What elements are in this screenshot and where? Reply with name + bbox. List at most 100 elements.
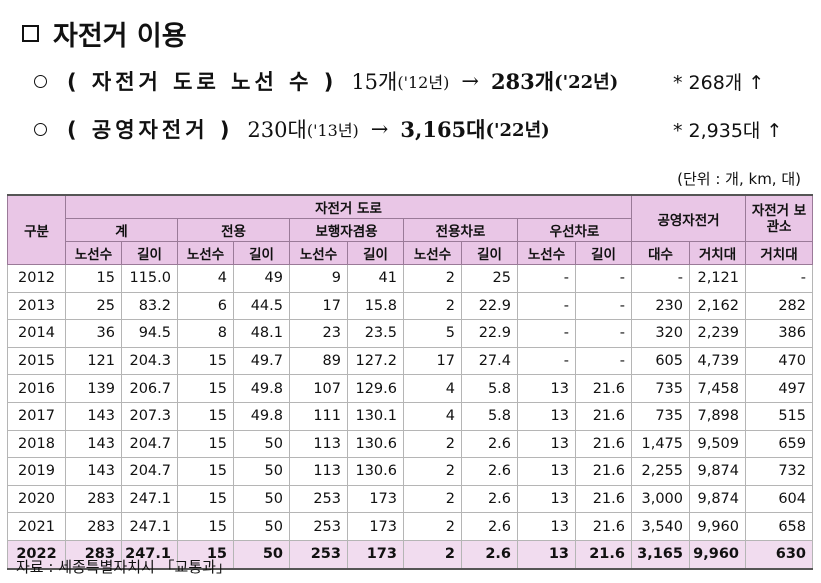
header-group-lane: 전용차로 xyxy=(403,218,518,242)
table-cell: 470 xyxy=(745,346,814,376)
table-cell: 3,165 xyxy=(631,539,690,570)
header-count: 노선수 xyxy=(289,241,348,265)
table-cell: 129.6 xyxy=(347,374,404,403)
table-cell: 17 xyxy=(289,291,348,321)
row-year: 2014 xyxy=(7,319,66,348)
table-cell: 247.1 xyxy=(121,539,178,570)
header-length: 길이 xyxy=(121,241,178,265)
table-cell: 2 xyxy=(403,539,462,570)
header-count: 노선수 xyxy=(517,241,576,265)
table-cell: 2,239 xyxy=(688,319,747,348)
row-year: 2018 xyxy=(7,429,66,459)
table-cell: 113 xyxy=(289,457,348,486)
bullet-note: * 268개 ↑ xyxy=(673,72,765,94)
table-cell: 2.6 xyxy=(461,457,518,486)
table-cell: 15.8 xyxy=(347,291,404,321)
header-length: 길이 xyxy=(233,241,290,265)
row-year: 2020 xyxy=(7,484,66,514)
table-cell: 83.2 xyxy=(121,291,178,321)
header-length: 길이 xyxy=(461,241,518,265)
table-cell: 173 xyxy=(347,539,404,570)
table-cell: 36 xyxy=(65,319,122,348)
arrow-icon: → xyxy=(461,69,479,93)
table-row: 2013 25 83.2 6 44.5 17 15.8 2 22.9- -230 2,162 282 xyxy=(7,291,814,321)
table-cell: 2 xyxy=(403,291,462,321)
header-racks: 거치대 xyxy=(688,241,747,265)
table-row: 2019 143 204.7 15 50 113 130.6 2 2.6 13 21.6 2,255 9… xyxy=(7,457,814,486)
table-cell: 2.6 xyxy=(461,539,518,570)
header-group-priority: 우선차로 xyxy=(517,218,632,242)
table-cell: 13 xyxy=(517,457,576,486)
table-cell: - xyxy=(517,346,576,376)
table-cell: 15 xyxy=(177,512,234,541)
table-cell: 27.4 xyxy=(461,346,518,376)
table-row: 2018 143 204.7 15 50 113 130.6 2 2.6 13 21.6 1,475 9… xyxy=(7,429,814,459)
table-cell: 21.6 xyxy=(575,429,632,459)
table-cell: 113 xyxy=(289,429,348,459)
to-value: 3,165대 xyxy=(400,117,486,142)
table-cell: 115.0 xyxy=(121,264,178,293)
table-cell: 9,874 xyxy=(688,457,747,486)
table-cell: - xyxy=(575,346,632,376)
table-cell: 5.8 xyxy=(461,401,518,431)
header-group-total: 계 xyxy=(65,218,178,242)
table-cell: 50 xyxy=(233,484,290,514)
table-cell: 107 xyxy=(289,374,348,403)
table-cell: 130.1 xyxy=(347,401,404,431)
table-cell: 2 xyxy=(403,484,462,514)
title-text: 자전거 이용 xyxy=(53,21,187,52)
table-cell: 5.8 xyxy=(461,374,518,403)
table-cell: 3,540 xyxy=(631,512,690,541)
table-cell: 41 xyxy=(347,264,404,293)
table-cell: 230 xyxy=(631,291,690,321)
table-cell: 659 xyxy=(745,429,814,459)
row-year: 2016 xyxy=(7,374,66,403)
table-cell: 206.7 xyxy=(121,374,178,403)
table-cell: 515 xyxy=(745,401,814,431)
table-cell: 735 xyxy=(631,374,690,403)
header-count: 노선수 xyxy=(403,241,462,265)
table-cell: 173 xyxy=(347,484,404,514)
table-cell: 6 xyxy=(177,291,234,321)
table-cell: 50 xyxy=(233,429,290,459)
table-cell: 2.6 xyxy=(461,512,518,541)
table-cell: 13 xyxy=(517,374,576,403)
table-cell: 139 xyxy=(65,374,122,403)
table-row: 2022 283 247.1 15 50 253 173 2 2.6 13 21.6 3,165 9,9… xyxy=(7,539,814,570)
table-cell: 23 xyxy=(289,319,348,348)
table-cell: 2 xyxy=(403,512,462,541)
table-cell: 89 xyxy=(289,346,348,376)
table-cell: 48.1 xyxy=(233,319,290,348)
table-cell: 15 xyxy=(177,374,234,403)
from-year: ('13년) xyxy=(306,121,359,140)
table-row: 2015 121 204.3 15 49.7 89 127.2 17 27.4- -605 4,73… xyxy=(7,346,814,376)
table-cell: 94.5 xyxy=(121,319,178,348)
table-cell: 204.7 xyxy=(121,457,178,486)
table-cell: 386 xyxy=(745,319,814,348)
table-cell: 9,960 xyxy=(688,512,747,541)
table-cell: 320 xyxy=(631,319,690,348)
table-cell: 605 xyxy=(631,346,690,376)
square-bullet-icon xyxy=(22,25,39,42)
table-cell: 15 xyxy=(65,264,122,293)
table-cell: 23.5 xyxy=(347,319,404,348)
table-cell: 49.7 xyxy=(233,346,290,376)
table-cell: - xyxy=(575,264,632,293)
page-title: 자전거 이용 xyxy=(22,14,187,53)
header-units: 대수 xyxy=(631,241,690,265)
table-cell: 253 xyxy=(289,539,348,570)
table-cell: 111 xyxy=(289,401,348,431)
table-cell: 21.6 xyxy=(575,484,632,514)
header-storage: 자전거 보관소 xyxy=(745,194,814,242)
table-cell: 4 xyxy=(403,374,462,403)
table-cell: 9,960 xyxy=(688,539,747,570)
table-cell: 49.8 xyxy=(233,401,290,431)
table-cell: 13 xyxy=(517,401,576,431)
table-cell: 15 xyxy=(177,457,234,486)
table-cell: 2,162 xyxy=(688,291,747,321)
table-cell: - xyxy=(631,264,690,293)
table-cell: 15 xyxy=(177,401,234,431)
header-bike-road: 자전거 도로 xyxy=(65,194,632,219)
header-group-dedicated: 전용 xyxy=(177,218,290,242)
table-cell: 13 xyxy=(517,484,576,514)
